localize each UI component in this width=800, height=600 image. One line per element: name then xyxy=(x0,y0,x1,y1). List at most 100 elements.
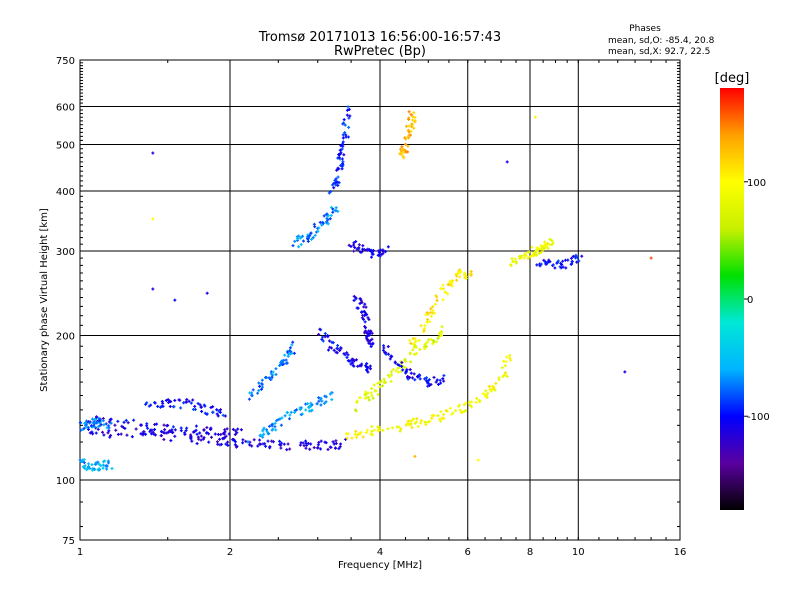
scatter-point xyxy=(309,442,313,446)
scatter-point xyxy=(464,401,468,405)
scatter-point xyxy=(407,117,411,121)
scatter-point xyxy=(94,462,98,466)
scatter-point xyxy=(542,258,546,262)
scatter-point xyxy=(331,440,335,444)
scatter-point xyxy=(336,166,340,170)
scatter-point xyxy=(302,444,306,448)
scatter-point xyxy=(291,244,295,248)
scatter-point xyxy=(342,352,346,356)
scatter-point xyxy=(199,438,203,442)
colorbar-label: [deg] xyxy=(715,71,750,86)
scatter-point xyxy=(265,428,269,432)
scatter-point xyxy=(234,429,238,433)
scatter-point xyxy=(309,401,313,405)
scatter-point xyxy=(450,284,454,288)
scatter-point xyxy=(438,417,442,421)
scatter-point xyxy=(416,374,420,378)
scatter-point xyxy=(273,425,277,429)
scatter-point xyxy=(432,311,436,315)
scatter-point xyxy=(404,369,408,373)
scatter-point xyxy=(273,421,277,425)
scatter-point xyxy=(153,433,157,437)
scatter-point xyxy=(501,374,505,378)
scatter-point xyxy=(194,424,198,428)
scatter-point xyxy=(264,375,268,379)
scatter-point xyxy=(198,403,202,407)
scatter-point xyxy=(411,118,415,122)
scatter-point xyxy=(410,419,414,423)
scatter-point xyxy=(438,378,442,382)
scatter-point xyxy=(363,396,367,400)
scatter-point xyxy=(570,260,574,264)
scatter-point xyxy=(355,247,359,251)
scatter-point xyxy=(414,339,418,343)
scatter-point xyxy=(546,241,550,245)
chart-title: Tromsø 20171013 16:56:00-16:57:43 xyxy=(258,30,501,45)
scatter-point xyxy=(442,413,446,417)
scatter-point xyxy=(425,340,429,344)
scatter-point xyxy=(382,377,386,381)
scatter-point xyxy=(580,254,584,258)
scatter-point xyxy=(145,422,149,426)
scatter-point xyxy=(341,133,345,137)
scatter-point xyxy=(487,384,491,388)
scatter-point xyxy=(216,442,220,446)
scatter-point xyxy=(365,313,369,317)
scatter-point xyxy=(241,438,245,442)
scatter-point xyxy=(488,387,492,391)
scatter-point xyxy=(179,426,183,430)
scatter-point xyxy=(348,114,352,118)
scatter-point xyxy=(338,153,342,157)
scatter-point xyxy=(539,262,543,266)
scatter-point xyxy=(331,210,335,214)
scatter-point xyxy=(417,373,421,377)
scatter-point xyxy=(343,131,347,135)
scatter-point xyxy=(423,346,427,350)
scatter-point xyxy=(371,396,375,400)
scatter-point xyxy=(358,396,362,400)
scatter-point xyxy=(209,435,213,439)
scatter-point xyxy=(400,361,404,365)
scatter-point xyxy=(80,459,84,463)
scatter-point xyxy=(439,287,443,291)
scatter-point xyxy=(283,353,287,357)
scatter-point xyxy=(370,331,374,335)
scatter-point xyxy=(187,399,191,403)
scatter-point xyxy=(539,247,543,251)
scatter-point xyxy=(304,446,308,450)
scatter-point xyxy=(431,305,435,309)
scatter-point xyxy=(257,388,261,392)
scatter-point xyxy=(191,430,195,434)
scatter-point xyxy=(170,428,174,432)
scatter-point xyxy=(202,403,206,407)
scatter-point xyxy=(205,426,209,430)
scatter-point xyxy=(341,142,345,146)
x-axis-label: Frequency [MHz] xyxy=(338,560,422,571)
scatter-point xyxy=(455,278,459,282)
scatter-point xyxy=(336,209,340,213)
scatter-point xyxy=(432,375,436,379)
scatter-point xyxy=(148,428,152,432)
scatter-point xyxy=(354,297,358,301)
scatter-point xyxy=(219,442,223,446)
scatter-point xyxy=(470,400,474,404)
scatter-point xyxy=(454,409,458,413)
scatter-point xyxy=(390,373,394,377)
scatter-point xyxy=(82,426,86,430)
phase-stats-x: mean, sd,X: 92.7, 22.5 xyxy=(608,47,710,57)
scatter-point xyxy=(331,341,335,345)
scatter-point xyxy=(439,381,443,385)
scatter-point xyxy=(413,421,417,425)
scatter-point xyxy=(106,431,110,435)
scatter-point xyxy=(511,259,515,263)
scatter-point xyxy=(349,244,353,248)
scatter-point xyxy=(355,399,359,403)
scatter-point xyxy=(313,233,317,237)
scatter-point xyxy=(146,426,150,430)
scatter-point xyxy=(390,426,394,430)
scatter-point xyxy=(475,396,479,400)
scatter-point xyxy=(166,398,170,402)
scatter-point xyxy=(193,404,197,408)
scatter-point xyxy=(161,401,165,405)
